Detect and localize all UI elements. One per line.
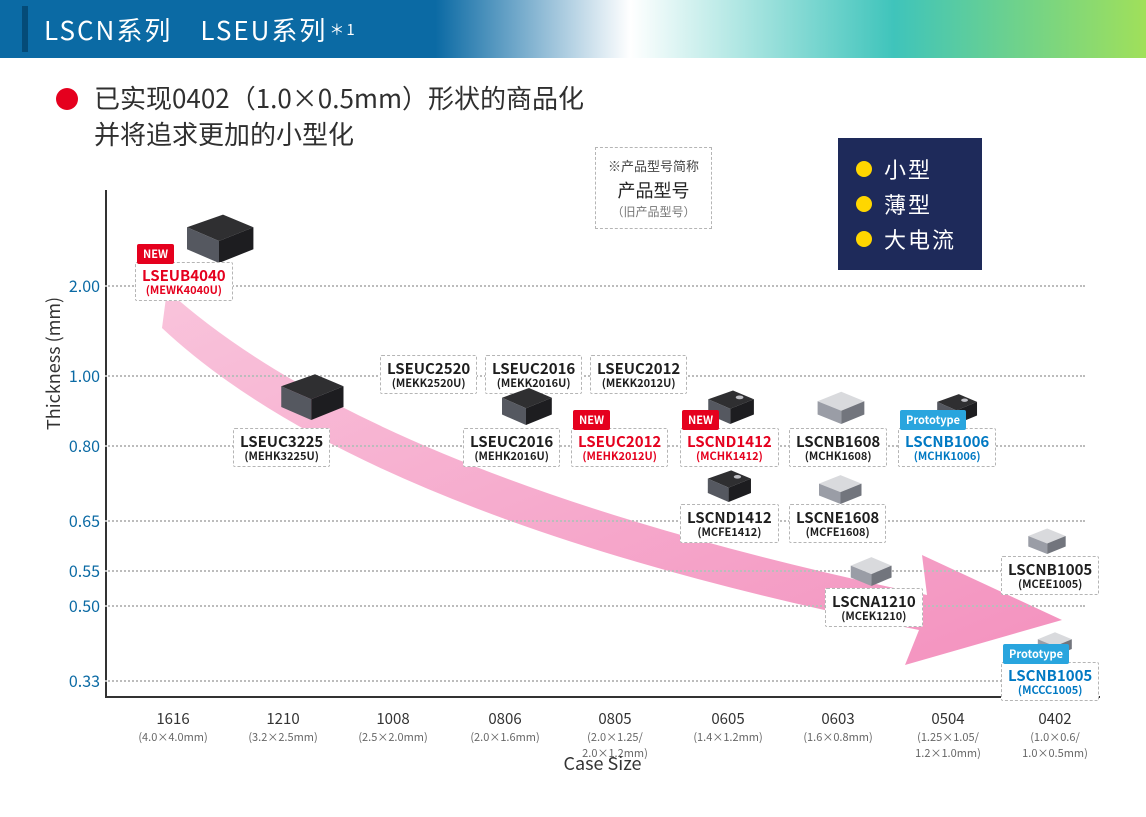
legend-note: ※产品型号简称 [608,156,699,175]
y-tick-label: 0.80 [50,433,100,457]
product-card-lscnb1006: LSCNB1006(MCHK1006) [898,428,996,467]
product-card-lscnd1412b: LSCND1412(MCFE1412) [680,504,779,543]
x-tick: 1210(3.2×2.5mm) [248,708,317,745]
headline-line1: 已实现0402（1.0×0.5mm）形状的商品化 [94,79,584,116]
component-icon [175,208,255,263]
component-icon [493,383,553,425]
x-tick-label: 0805 [598,708,631,729]
product-card-lseuc3225: LSEUC3225(MEHK3225U) [233,428,330,467]
y-axis [105,190,107,698]
product-sub: (MCFE1412) [687,526,772,539]
x-axis-label: Case Size [563,750,641,776]
bullet-icon [856,161,872,177]
x-tick-label: 0806 [488,708,521,729]
x-tick-label: 1616 [156,708,189,729]
chart-area: 2.001.000.800.650.550.500.33 1616(4.0×4.… [105,190,1100,698]
x-tick-label: 1008 [376,708,409,729]
gridline [105,285,1085,287]
prototype-badge: Prototype [1003,644,1069,664]
new-badge: NEW [137,244,174,264]
component-icon [845,552,893,586]
headline-line2: 并将追求更加的小型化 [94,115,354,152]
product-sub: (MCHK1006) [905,450,989,463]
headline-bullet-icon [56,88,78,110]
x-tick: 1008(2.5×2.0mm) [358,708,427,745]
x-tick: 0402(1.0×0.6/1.0×0.5mm) [1022,708,1088,761]
new-badge: NEW [573,410,610,430]
product-sub: (MEHK3225U) [240,450,323,463]
y-tick-label: 0.55 [50,558,100,582]
y-axis-label: Thickness (mm) [40,297,66,430]
product-sub: (MEWK4040U) [142,284,226,297]
x-tick-label: 0605 [711,708,744,729]
x-tick-label: 1210 [266,708,299,729]
product-card-lseub4040: LSEUB4040(MEWK4040U) [135,262,233,301]
x-tick-sub: (4.0×4.0mm) [138,729,207,745]
component-icon [813,470,863,504]
feature-a-label: 小型 [884,153,932,185]
x-tick-sub: (1.0×0.6/1.0×0.5mm) [1022,729,1088,761]
y-tick-label: 0.65 [50,508,100,532]
feature-small: 小型 [856,153,956,185]
product-card-lscnb1005a: LSCNB1005(MCEE1005) [1001,556,1099,595]
component-icon [811,386,866,424]
product-sub: (MEKK2520U) [387,377,470,390]
gridline [105,520,1085,522]
x-tick-sub: (2.5×2.0mm) [358,729,427,745]
x-tick-sub: (2.0×1.6mm) [470,729,539,745]
prototype-badge: Prototype [900,410,966,430]
x-tick-sub: (3.2×2.5mm) [248,729,317,745]
y-tick-label: 2.00 [50,273,100,297]
x-tick-sub: (1.4×1.2mm) [693,729,762,745]
product-sub: (MEHK2012U) [578,450,661,463]
gridline [105,605,1085,607]
product-card-lseuc2520: LSEUC2520(MEKK2520U) [380,355,477,394]
x-tick-label: 0603 [821,708,854,729]
product-sub: (MCEE1005) [1008,578,1092,591]
product-card-lseuc2012a: LSEUC2012(MEKK2012U) [590,355,687,394]
product-card-lscne1608: LSCNE1608(MCFE1608) [789,504,886,543]
product-sub: (MEKK2012U) [597,377,680,390]
product-sub: (MEHK2016U) [470,450,553,463]
x-tick-sub: (1.25×1.05/1.2×1.0mm) [915,729,981,761]
gridline [105,680,1085,682]
component-icon [1023,524,1067,554]
header-sup: ＊1 [329,19,356,40]
product-sub: (MCFE1608) [796,526,879,539]
headline: 已实现0402（1.0×0.5mm）形状的商品化 并将追求更加的小型化 [94,80,584,152]
product-sub: (MCCC1005) [1008,684,1092,697]
x-axis [105,696,1100,698]
x-tick: 0504(1.25×1.05/1.2×1.0mm) [915,708,981,761]
x-tick-label: 0402 [1038,708,1071,729]
product-card-lscnd1412a: LSCND1412(MCHK1412) [680,428,779,467]
product-sub: (MCEK1210) [832,610,916,623]
x-tick: 0603(1.6×0.8mm) [803,708,872,745]
product-sub: (MCHK1608) [796,450,880,463]
component-icon [700,466,752,502]
header-bar: LSCN系列 LSEU系列＊1 [0,0,1146,58]
x-tick: 0806(2.0×1.6mm) [470,708,539,745]
x-tick-label: 0504 [931,708,964,729]
component-icon [270,368,345,420]
x-tick: 1616(4.0×4.0mm) [138,708,207,745]
header-title: LSCN系列 LSEU系列＊1 [22,0,357,58]
product-sub: (MCHK1412) [687,450,772,463]
new-badge: NEW [682,410,719,430]
y-tick-label: 0.50 [50,593,100,617]
product-card-lseuc2016b: LSEUC2016(MEHK2016U) [463,428,560,467]
y-tick-label: 0.33 [50,668,100,692]
product-card-lscna1210: LSCNA1210(MCEK1210) [825,588,923,627]
product-card-lscnb1005b: LSCNB1005(MCCC1005) [1001,662,1099,701]
x-tick: 0605(1.4×1.2mm) [693,708,762,745]
gridline [105,570,1085,572]
product-card-lseuc2012b: LSEUC2012(MEHK2012U) [571,428,668,467]
product-card-lscnb1608: LSCNB1608(MCHK1608) [789,428,887,467]
x-tick-sub: (1.6×0.8mm) [803,729,872,745]
header-title-text: LSCN系列 LSEU系列 [44,11,327,48]
